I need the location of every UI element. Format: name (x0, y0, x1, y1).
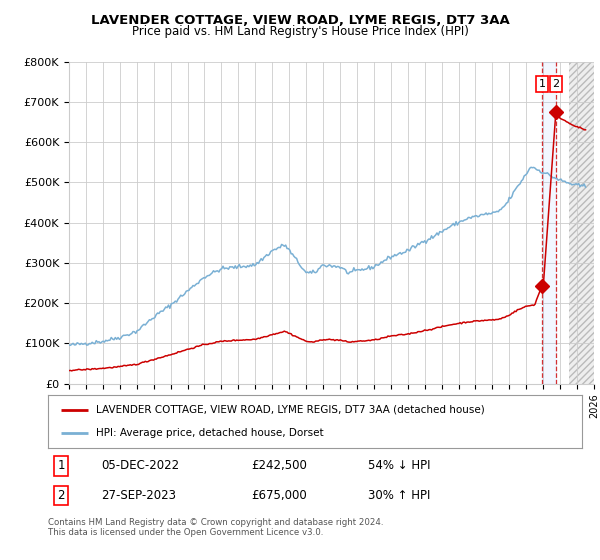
Text: 2: 2 (553, 79, 559, 89)
Text: 27-SEP-2023: 27-SEP-2023 (101, 489, 176, 502)
Text: 05-DEC-2022: 05-DEC-2022 (101, 459, 179, 473)
Text: 1: 1 (538, 79, 545, 89)
Text: Price paid vs. HM Land Registry's House Price Index (HPI): Price paid vs. HM Land Registry's House … (131, 25, 469, 38)
Text: 30% ↑ HPI: 30% ↑ HPI (368, 489, 431, 502)
Text: LAVENDER COTTAGE, VIEW ROAD, LYME REGIS, DT7 3AA (detached house): LAVENDER COTTAGE, VIEW ROAD, LYME REGIS,… (96, 405, 485, 415)
Text: £242,500: £242,500 (251, 459, 307, 473)
Text: LAVENDER COTTAGE, VIEW ROAD, LYME REGIS, DT7 3AA: LAVENDER COTTAGE, VIEW ROAD, LYME REGIS,… (91, 14, 509, 27)
Text: 54% ↓ HPI: 54% ↓ HPI (368, 459, 431, 473)
Text: Contains HM Land Registry data © Crown copyright and database right 2024.
This d: Contains HM Land Registry data © Crown c… (48, 518, 383, 538)
Text: HPI: Average price, detached house, Dorset: HPI: Average price, detached house, Dors… (96, 428, 323, 438)
Text: £675,000: £675,000 (251, 489, 307, 502)
Text: 2: 2 (58, 489, 65, 502)
Bar (542, 62, 556, 384)
Text: 1: 1 (58, 459, 65, 473)
